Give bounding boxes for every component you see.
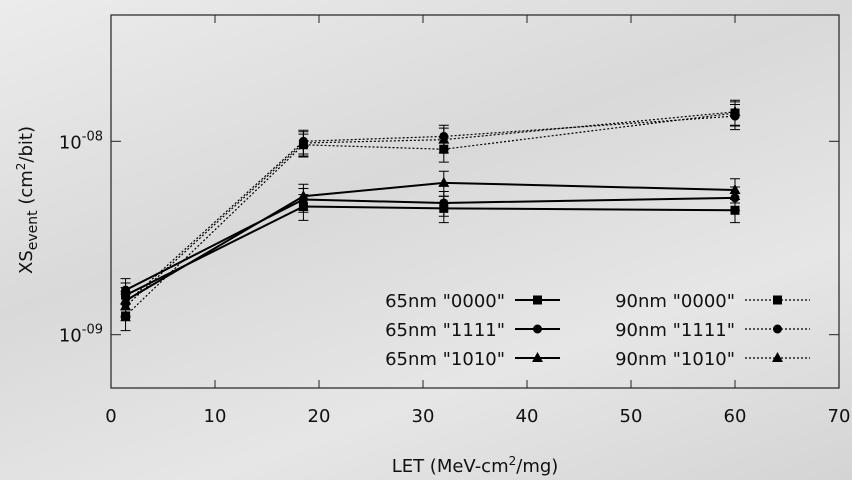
x-label-text: /mg) <box>516 456 558 477</box>
x-axis-label: LET (MeV-cm2/mg) <box>392 454 559 477</box>
legend-label: 65nm "0000" <box>385 291 505 312</box>
legend-label: 65nm "1111" <box>385 320 505 341</box>
x-tick-label: 60 <box>724 406 747 427</box>
legend-marker <box>773 325 782 334</box>
page: LET (MeV-cm2/mg) XSevent (cm2/bit) 01020… <box>0 0 852 480</box>
y-tick-base: 10 <box>59 132 82 153</box>
x-tick-label: 0 <box>105 406 116 427</box>
legend-label: 65nm "1010" <box>385 349 505 370</box>
legend-label: 90nm "0000" <box>615 291 735 312</box>
legend-marker <box>773 296 782 305</box>
legend-marker <box>533 325 542 334</box>
x-tick-label: 20 <box>308 406 331 427</box>
series-line <box>126 207 735 296</box>
y-tick-exp: -08 <box>82 129 103 144</box>
series-line <box>126 183 735 301</box>
y-label-text: XS <box>16 250 37 274</box>
x-tick-label: 50 <box>620 406 643 427</box>
y-label-text: /bit) <box>16 126 37 163</box>
series-line <box>126 113 735 316</box>
y-axis-label: XSevent (cm2/bit) <box>14 126 41 274</box>
y-tick-base: 10 <box>59 326 82 347</box>
y-tick-label: 10-08 <box>59 129 103 153</box>
marker <box>439 198 448 207</box>
x-label-sup: 2 <box>509 454 517 468</box>
y-label-sub: event <box>25 210 41 250</box>
y-tick-exp: -09 <box>82 323 103 338</box>
y-tick-label: 10-09 <box>59 323 103 347</box>
x-label-text: LET (MeV-cm <box>392 456 509 477</box>
legend-marker <box>533 296 542 305</box>
x-tick-label: 10 <box>204 406 227 427</box>
legend-label: 90nm "1010" <box>615 349 735 370</box>
legend-label: 90nm "1111" <box>615 320 735 341</box>
x-tick-label: 40 <box>516 406 539 427</box>
x-tick-label: 70 <box>828 406 851 427</box>
legend-marker <box>772 352 783 362</box>
y-label-sup: 2 <box>14 163 28 171</box>
marker <box>438 177 449 187</box>
chart: LET (MeV-cm2/mg) XSevent (cm2/bit) 01020… <box>0 0 852 480</box>
y-label-text: (cm <box>16 170 37 210</box>
series-line <box>126 198 735 290</box>
x-tick-label: 30 <box>412 406 435 427</box>
